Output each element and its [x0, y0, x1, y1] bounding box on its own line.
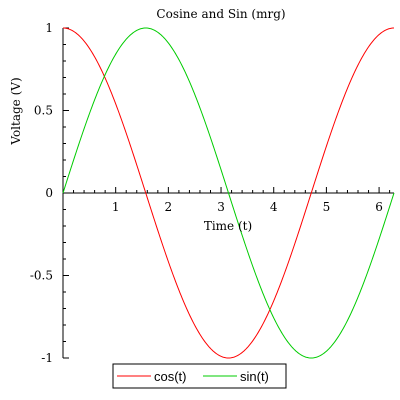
y-tick-label: 0 [45, 186, 53, 200]
axes: 1 2 3 4 5 6 -1 -0.5 0 0.5 1 [30, 21, 394, 365]
legend-label-sin: sin(t) [240, 369, 269, 384]
y-tick-label: 1 [45, 21, 53, 35]
x-tick-label: 2 [165, 200, 173, 214]
series-line-cos [62, 27, 395, 359]
y-axis-label: Voltage (V) [9, 77, 23, 145]
x-tick-label: 1 [112, 200, 120, 214]
series-line-sin [62, 27, 395, 359]
y-tick-label: -1 [41, 351, 53, 365]
y-tick-label: -0.5 [30, 269, 53, 283]
y-tick-label: 0.5 [34, 104, 53, 118]
legend-label-cos: cos(t) [154, 369, 187, 384]
legend: cos(t) sin(t) [112, 363, 287, 389]
x-tick-label: 5 [323, 200, 331, 214]
series-layer [62, 27, 395, 359]
x-tick-label: 3 [217, 200, 225, 214]
x-tick-label: 6 [375, 200, 383, 214]
x-axis-label: Time (t) [204, 219, 252, 233]
chart-title: Cosine and Sin (mrg) [156, 7, 285, 21]
x-tick-label: 4 [270, 200, 278, 214]
